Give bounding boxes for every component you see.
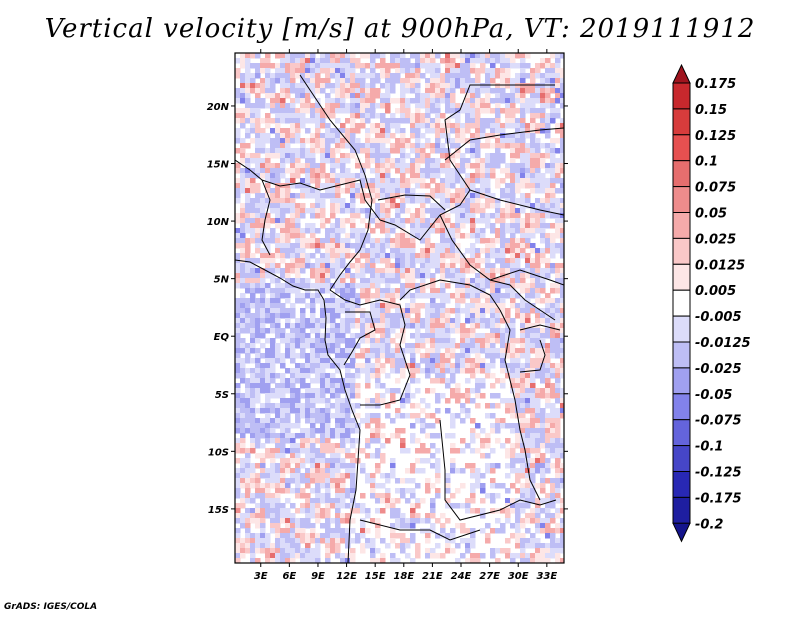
colorbar-label: -0.125: [695, 466, 742, 481]
border-line-2: [261, 84, 555, 241]
border-line-1: [235, 159, 271, 256]
lat-tick-label: 20N: [207, 102, 230, 113]
colorbar-label: -0.025: [695, 362, 742, 377]
border-line-5: [377, 194, 446, 211]
colorbar-label: -0.1: [695, 440, 723, 455]
colorbar-label: 0.0125: [695, 258, 745, 273]
velocity-field: [235, 53, 564, 563]
border-line-10: [343, 311, 376, 366]
colorbar-swatch: [672, 82, 691, 110]
lon-tick-label: 24E: [451, 571, 472, 582]
border-line-17: [469, 189, 564, 216]
colorbar-label: 0.075: [695, 181, 736, 196]
colorbar-swatch: [672, 160, 691, 188]
lon-tick-label: 30E: [508, 571, 529, 582]
border-line-13: [499, 309, 541, 501]
colorbar-swatch: [672, 263, 691, 291]
grads-credit: GrADS: IGES/COLA: [4, 602, 98, 612]
colorbar-label: 0.005: [695, 284, 736, 299]
border-line-12: [359, 519, 481, 541]
border-line-11: [439, 419, 557, 521]
border-line-18: [489, 269, 564, 286]
border-line-4: [329, 174, 373, 291]
colorbar-swatch: [672, 289, 691, 317]
colorbar-top-arrow: [672, 63, 691, 84]
colorbar-swatch: [672, 108, 691, 136]
border-line-0: [235, 259, 361, 563]
border-line-3: [299, 74, 366, 176]
colorbar-label: 0.125: [695, 129, 736, 144]
colorbar-swatch: [672, 315, 691, 343]
border-line-6: [439, 214, 556, 321]
colorbar-bottom-arrow: [672, 522, 691, 543]
lon-tick-label: 21E: [422, 571, 443, 582]
border-line-14: [519, 324, 561, 331]
lon-tick-label: 12E: [336, 571, 357, 582]
lon-tick-label: 9E: [311, 571, 325, 582]
lat-tick-label: 10N: [207, 217, 230, 228]
colorbar-label: -0.005: [695, 310, 742, 325]
colorbar-label: -0.075: [695, 414, 742, 429]
colorbar-label: -0.0125: [695, 336, 751, 351]
border-line-9: [399, 279, 501, 311]
colorbar-swatch: [672, 471, 691, 498]
colorbar-swatch: [672, 134, 691, 162]
colorbar-label: 0.025: [695, 232, 736, 247]
colorbar-swatch: [672, 419, 691, 447]
colorbar-label: 0.1: [695, 155, 718, 170]
lat-tick-label: 5S: [215, 390, 229, 401]
lat-tick-label: 15N: [207, 160, 230, 171]
lat-tick-label: 5N: [214, 275, 230, 286]
lon-tick-label: 6E: [282, 571, 296, 582]
colorbar-swatch: [672, 341, 691, 369]
colorbar-swatch: [672, 496, 691, 524]
colorbar-label: -0.175: [695, 491, 742, 506]
lon-tick-label: 33E: [536, 571, 557, 582]
lon-tick-label: 18E: [393, 571, 414, 582]
colorbar-label: 0.175: [695, 77, 736, 92]
colorbar-label: 0.05: [695, 207, 727, 222]
map-title: Vertical velocity [m/s] at 900hPa, VT: 2…: [44, 14, 756, 44]
lon-tick-label: 27E: [479, 571, 500, 582]
axis-ticks: 20N 15N 10N 5N EQ 5S 10S 15S 3E 6E 9E 12E 15E 18E 21E 2…: [207, 49, 568, 582]
lat-tick-label: 10S: [208, 447, 229, 458]
colorbar-swatch: [672, 237, 691, 265]
lon-tick-label: 3E: [254, 571, 268, 582]
colorbar-swatch: [672, 186, 691, 214]
lat-tick-label: 15S: [208, 505, 229, 516]
colorbar-swatch: [672, 212, 691, 239]
map-frame: [234, 52, 565, 564]
colorbar-swatch: [672, 445, 691, 473]
lat-tick-label: EQ: [214, 332, 230, 343]
border-line-15: [519, 339, 546, 373]
colorbar-label: -0.2: [695, 517, 723, 532]
colorbar-label: 0.15: [695, 103, 727, 118]
border-line-8: [360, 374, 411, 406]
colorbar-swatch: [672, 393, 691, 421]
colorbar: 0.175 0.15 0.125 0.1 0.075 0.05 0.025 0.0125 0.0…: [672, 63, 751, 543]
colorbar-label: -0.05: [695, 388, 732, 403]
border-line-16: [444, 127, 564, 161]
colorbar-swatch: [672, 367, 691, 395]
border-line-7: [329, 289, 411, 376]
lon-tick-label: 15E: [365, 571, 386, 582]
country-borders: [235, 74, 564, 563]
